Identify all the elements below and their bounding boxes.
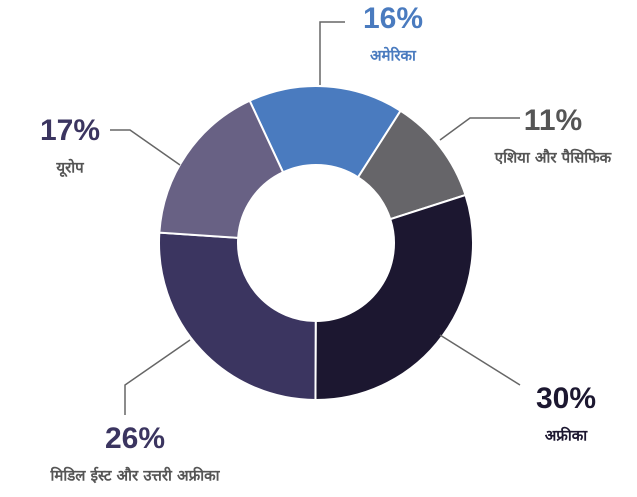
value-label: 26% bbox=[105, 422, 165, 455]
category-label: अफ्रीका bbox=[545, 427, 588, 445]
donut-slice bbox=[248, 85, 402, 179]
leader-line bbox=[319, 21, 345, 85]
value-label: 16% bbox=[363, 2, 423, 35]
leader-line bbox=[124, 339, 191, 415]
donut-slice bbox=[314, 193, 474, 401]
value-label: 17% bbox=[40, 114, 100, 147]
category-label: मिडिल ईस्ट और उत्तरी अफ्रीका bbox=[50, 467, 221, 485]
category-label: यूरोप bbox=[55, 159, 85, 178]
category-label: एशिया और पैसिफिक bbox=[494, 149, 613, 167]
donut-slice bbox=[158, 231, 317, 402]
leader-line bbox=[110, 129, 181, 166]
category-label: अमेरिका bbox=[370, 47, 417, 65]
value-label: 30% bbox=[536, 382, 596, 415]
leader-line bbox=[439, 117, 520, 141]
leader-line bbox=[439, 334, 521, 386]
value-label: 11% bbox=[524, 104, 582, 137]
donut-slice bbox=[158, 99, 285, 239]
